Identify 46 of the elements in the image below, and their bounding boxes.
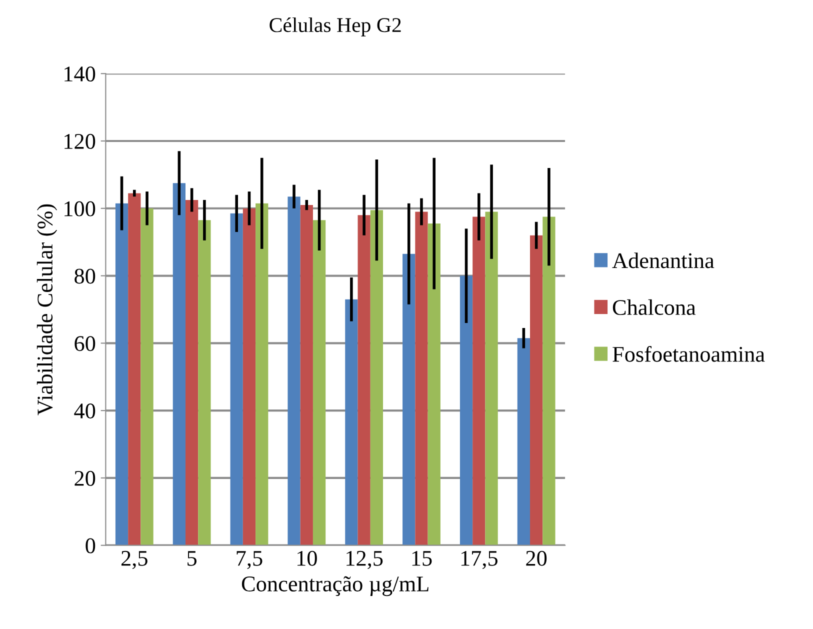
- bar: [370, 210, 384, 546]
- bar: [256, 203, 268, 546]
- bar: [530, 235, 543, 546]
- bar: [460, 276, 473, 546]
- x-tick-label: 15: [412, 550, 432, 566]
- bar: [517, 338, 530, 546]
- bar: [542, 216, 556, 546]
- y-tick-label: 40: [74, 403, 96, 418]
- bar: [415, 212, 428, 546]
- bar: [300, 205, 313, 546]
- y-tick-label: 120: [64, 134, 96, 149]
- bar: [312, 220, 326, 546]
- y-tick-label: 0: [86, 538, 96, 554]
- legend-label: Adenantina: [612, 252, 714, 268]
- bar: [288, 196, 300, 546]
- chart-title: Células Hep G2: [270, 17, 401, 36]
- y-tick-label: 20: [74, 470, 96, 486]
- y-axis-title: Viabilidade Celular (%): [36, 204, 58, 416]
- bar: [115, 203, 128, 546]
- y-tick-label: 140: [64, 66, 96, 82]
- bar: [140, 208, 154, 546]
- x-tick-label: 10: [297, 550, 317, 566]
- bar: [230, 213, 243, 546]
- x-tick-label: 7,5: [236, 551, 262, 570]
- bar: [358, 215, 370, 546]
- bar: [345, 299, 358, 546]
- bar: [428, 224, 440, 546]
- x-tick-label: 17,5: [461, 550, 498, 570]
- bar: [198, 220, 211, 546]
- y-tick-label: 60: [74, 336, 96, 352]
- bar: [402, 254, 416, 546]
- bar: [186, 200, 198, 546]
- x-tick-label: 2,5: [121, 550, 148, 570]
- x-tick-label: 5: [188, 551, 197, 566]
- x-axis-title: Concentração µg/mL: [242, 576, 428, 596]
- legend-label: Chalcona: [612, 299, 696, 316]
- bar: [172, 183, 186, 546]
- legend-label: Fosfoetanoamina: [612, 346, 765, 362]
- y-tick-label: 80: [74, 268, 96, 284]
- bar: [128, 193, 141, 546]
- bar: [472, 216, 486, 546]
- y-tick-label: 100: [64, 201, 96, 216]
- x-tick-label: 12,5: [346, 550, 383, 570]
- bar: [242, 208, 256, 546]
- bar: [485, 212, 498, 546]
- x-tick-label: 20: [526, 550, 547, 566]
